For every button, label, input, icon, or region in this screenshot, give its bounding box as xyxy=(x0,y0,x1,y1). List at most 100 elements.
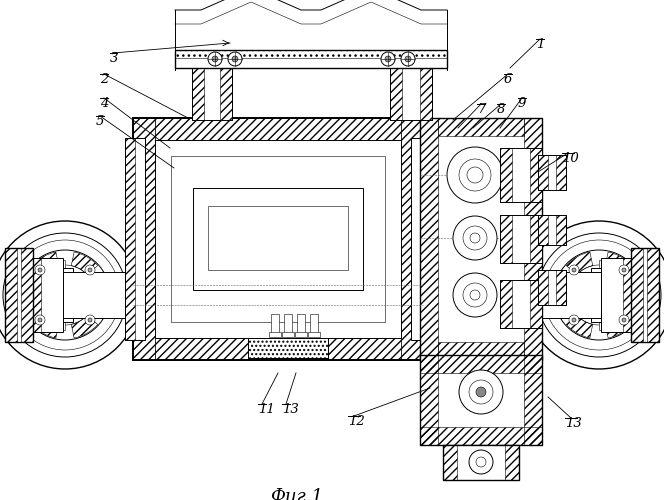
Text: 13: 13 xyxy=(282,403,299,416)
Bar xyxy=(556,155,566,190)
Circle shape xyxy=(569,315,579,325)
Text: 4: 4 xyxy=(100,97,108,110)
Circle shape xyxy=(622,318,626,322)
Bar xyxy=(264,315,272,337)
Bar xyxy=(500,148,542,202)
Circle shape xyxy=(85,315,95,325)
Bar xyxy=(623,258,631,332)
Circle shape xyxy=(453,273,497,317)
Bar xyxy=(284,314,292,334)
Bar xyxy=(556,270,566,305)
Text: 13: 13 xyxy=(565,417,582,430)
Text: 12: 12 xyxy=(348,415,365,428)
Circle shape xyxy=(85,265,95,275)
Text: 5: 5 xyxy=(96,115,104,128)
Circle shape xyxy=(232,56,238,62)
Bar xyxy=(300,315,308,337)
Circle shape xyxy=(619,315,629,325)
Bar xyxy=(288,315,296,337)
Bar xyxy=(601,258,631,332)
Bar xyxy=(556,215,566,245)
Bar xyxy=(530,280,542,328)
Bar xyxy=(286,335,298,341)
Circle shape xyxy=(401,52,415,66)
Text: 10: 10 xyxy=(562,152,579,165)
Text: 1: 1 xyxy=(536,38,544,51)
Bar xyxy=(538,215,548,245)
Bar xyxy=(21,248,33,342)
Circle shape xyxy=(622,268,626,272)
Bar xyxy=(193,188,363,290)
Circle shape xyxy=(212,56,218,62)
Bar xyxy=(420,355,542,373)
Bar xyxy=(443,445,519,480)
Bar xyxy=(262,335,274,341)
Bar xyxy=(538,215,566,245)
Bar xyxy=(271,314,279,334)
Bar xyxy=(33,258,63,332)
Bar xyxy=(425,138,435,340)
Text: 9: 9 xyxy=(518,97,527,110)
Circle shape xyxy=(583,279,615,311)
Bar xyxy=(298,335,310,341)
Bar xyxy=(175,50,447,68)
Bar xyxy=(390,68,432,120)
Bar xyxy=(524,118,542,360)
Circle shape xyxy=(35,315,45,325)
Bar xyxy=(631,248,643,342)
Circle shape xyxy=(476,387,486,397)
Circle shape xyxy=(88,268,92,272)
Bar xyxy=(220,68,232,120)
Circle shape xyxy=(447,147,503,203)
Circle shape xyxy=(228,52,242,66)
Bar xyxy=(521,272,601,318)
Circle shape xyxy=(38,318,42,322)
Circle shape xyxy=(572,268,576,272)
Text: 11: 11 xyxy=(258,403,275,416)
Bar xyxy=(420,68,432,120)
Bar xyxy=(505,445,519,480)
Circle shape xyxy=(385,56,391,62)
Bar xyxy=(133,118,423,360)
Bar xyxy=(500,148,512,202)
Bar xyxy=(295,332,307,337)
Circle shape xyxy=(208,52,222,66)
Bar xyxy=(401,118,423,360)
Bar xyxy=(125,138,135,340)
Bar xyxy=(524,355,542,445)
Bar xyxy=(175,50,447,58)
Bar xyxy=(420,427,542,445)
Bar xyxy=(171,156,385,322)
Bar xyxy=(500,215,542,263)
Circle shape xyxy=(405,56,411,62)
Bar xyxy=(310,314,318,334)
Bar xyxy=(591,268,607,322)
Bar xyxy=(420,118,438,360)
Bar xyxy=(8,275,656,315)
Bar xyxy=(5,248,17,342)
Bar xyxy=(276,315,284,337)
Bar xyxy=(248,338,328,358)
Bar xyxy=(248,338,328,358)
Bar xyxy=(438,118,524,136)
Bar xyxy=(133,118,155,360)
Text: 3: 3 xyxy=(110,52,118,65)
Text: 7: 7 xyxy=(477,103,485,116)
Bar xyxy=(538,155,566,190)
Circle shape xyxy=(469,450,493,474)
Circle shape xyxy=(453,216,497,260)
Bar xyxy=(500,280,542,328)
Text: 6: 6 xyxy=(504,73,513,86)
Bar xyxy=(192,50,432,68)
Bar xyxy=(297,314,305,334)
Bar xyxy=(192,68,232,120)
Bar xyxy=(33,258,41,332)
Bar xyxy=(599,260,656,330)
Bar xyxy=(192,68,204,120)
Bar xyxy=(5,248,33,342)
Circle shape xyxy=(381,52,395,66)
Bar xyxy=(631,248,659,342)
Bar xyxy=(155,338,401,360)
Bar xyxy=(530,215,542,263)
Bar xyxy=(538,270,548,305)
